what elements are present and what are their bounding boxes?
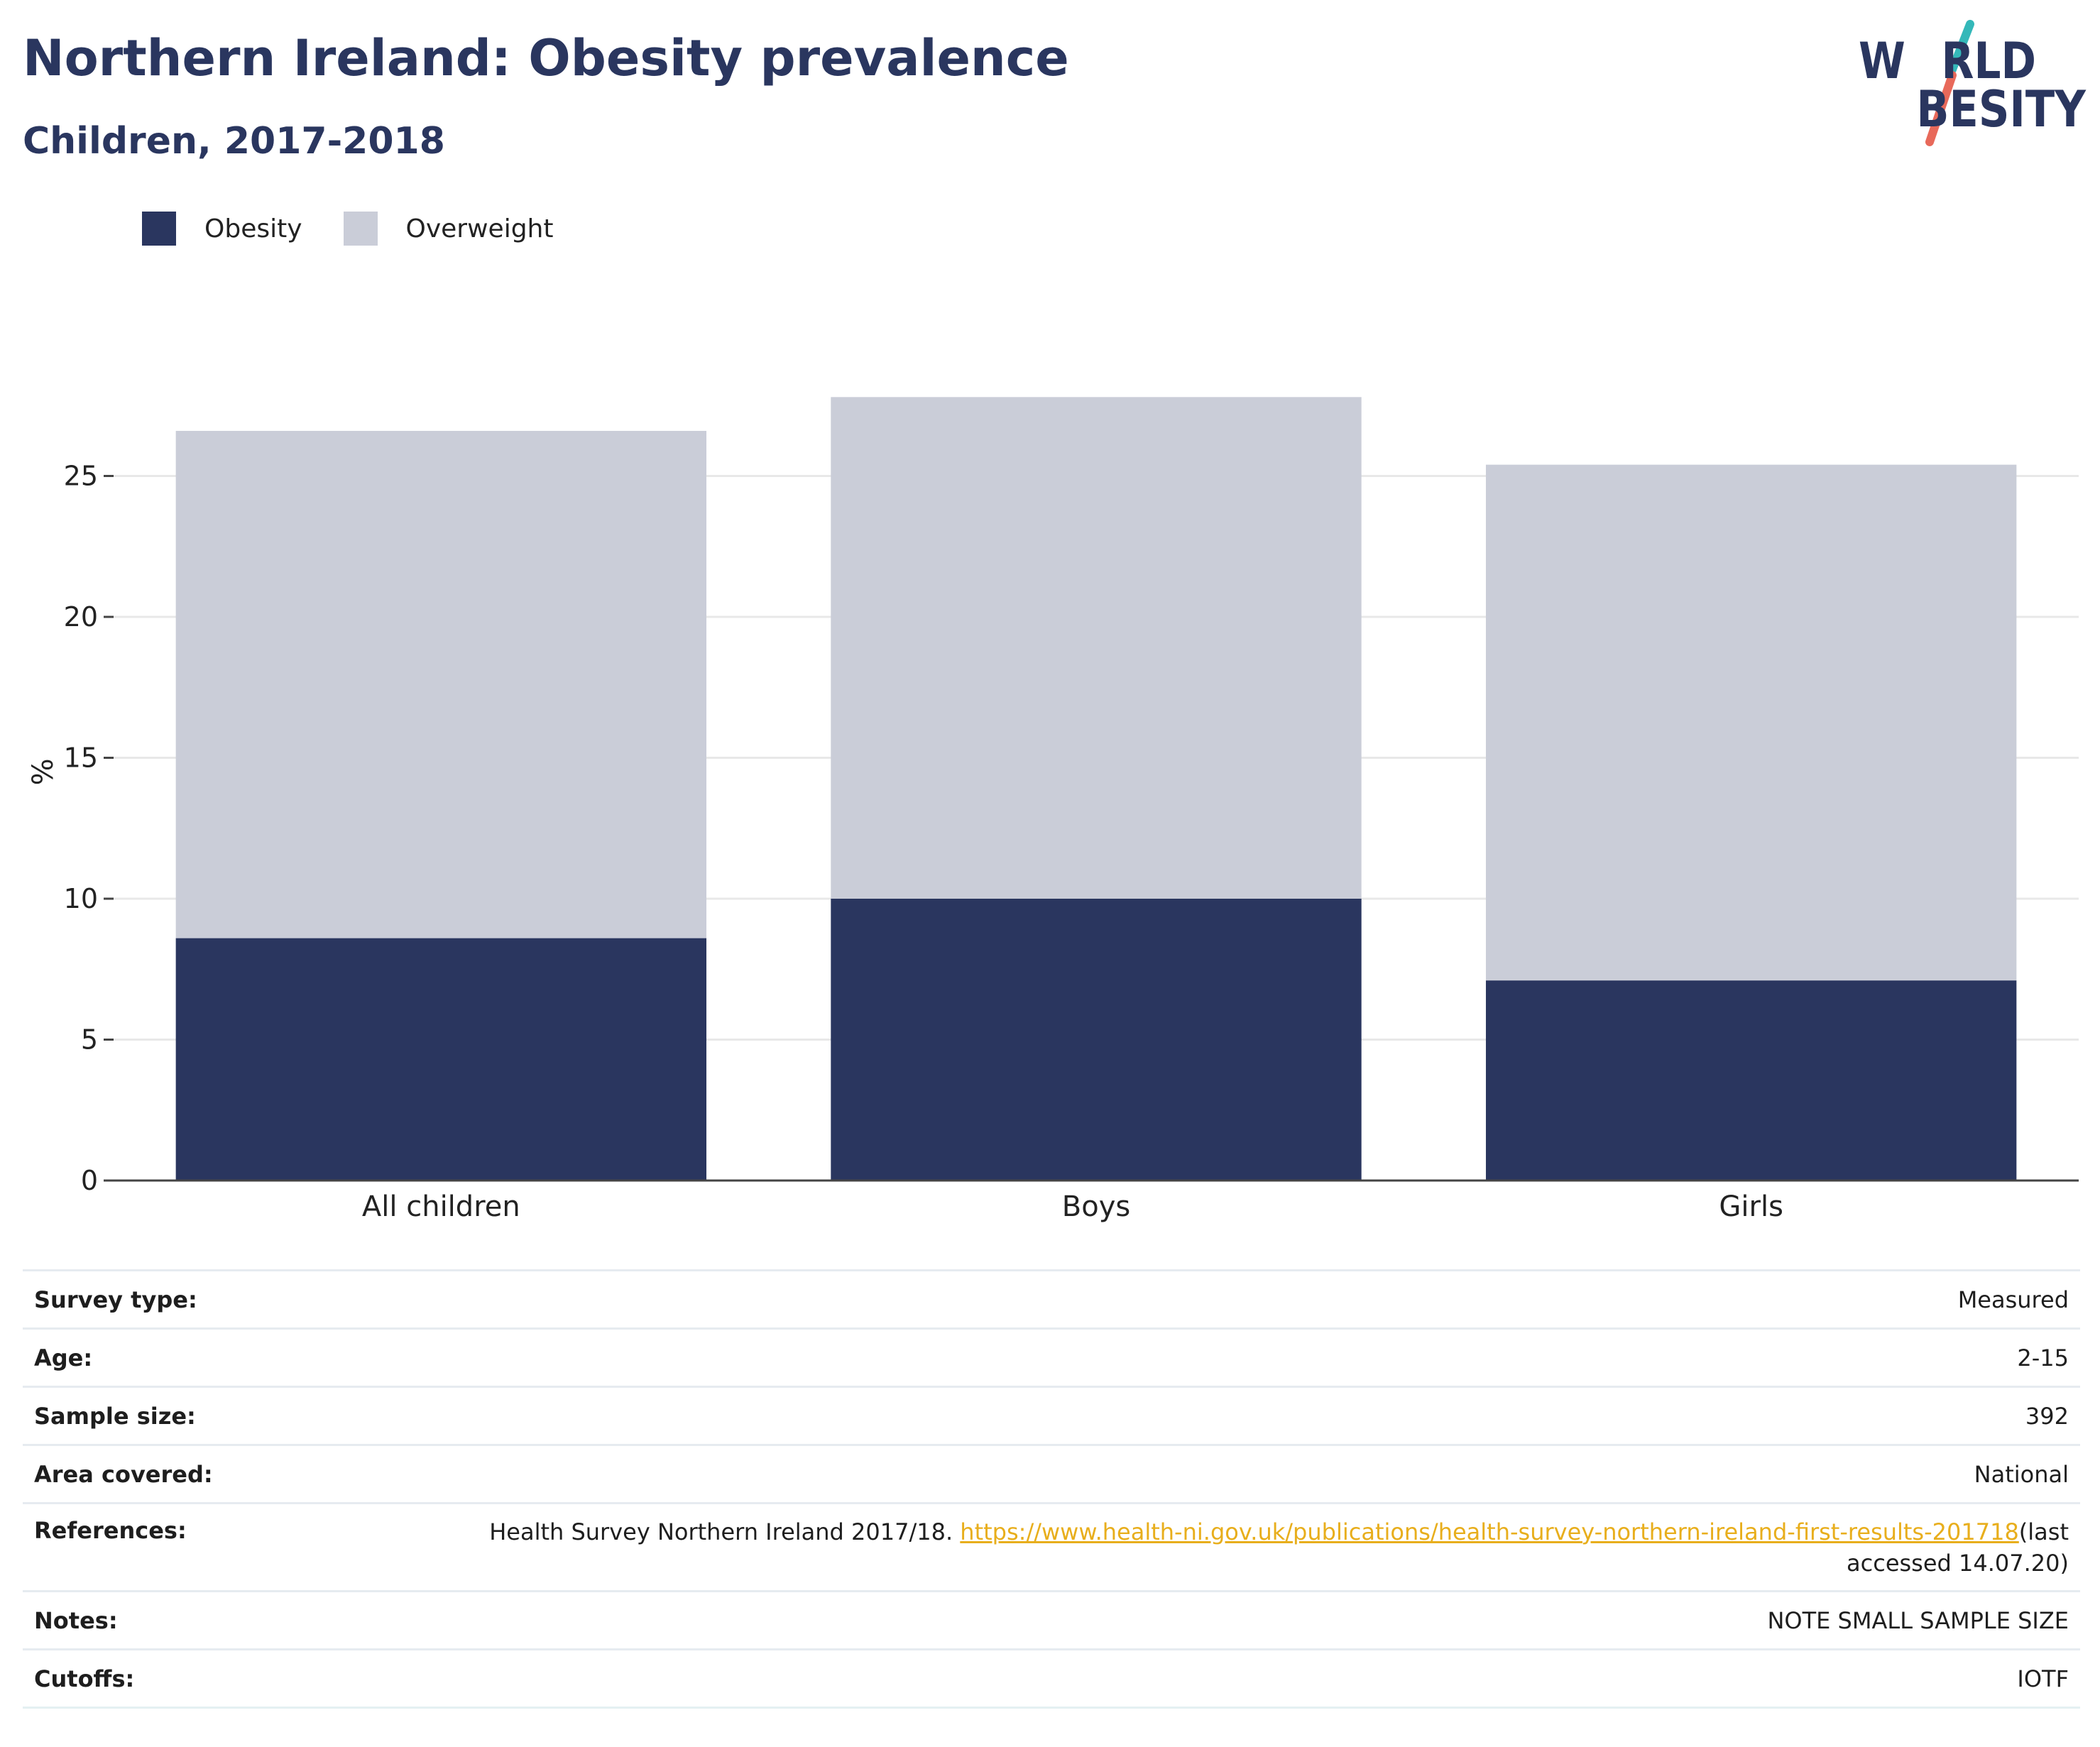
detail-value-references: Health Survey Northern Ireland 2017/18. … [415,1502,2080,1592]
detail-value: NOTE SMALL SAMPLE SIZE [415,1590,2080,1650]
survey-details-table: Survey type: Measured Age: 2-15 Sample s… [23,1269,2080,1709]
legend-swatch-obesity [142,212,176,246]
legend-swatch-overweight [343,212,378,246]
x-tick-label: Girls [1719,1190,1783,1223]
x-tick-label: Boys [1062,1190,1130,1223]
detail-row-references: References: Health Survey Northern Irela… [23,1502,2080,1592]
logo-text-world: WORLD [1859,32,2036,90]
reference-link[interactable]: https://www.health-ni.gov.uk/publication… [960,1518,2019,1545]
detail-label: Notes: [23,1590,415,1650]
logo-coral-stroke [1925,71,1957,146]
detail-label: Sample size: [23,1386,415,1445]
detail-row-cutoffs: Cutoffs: IOTF [23,1648,2080,1709]
detail-row-notes: Notes: NOTE SMALL SAMPLE SIZE [23,1590,2080,1650]
bar-overweight-girls [1485,464,2017,981]
detail-label: Area covered: [23,1444,415,1504]
detail-value: IOTF [415,1648,2080,1709]
detail-value: Measured [415,1269,2080,1329]
detail-row-area-covered: Area covered: National [23,1444,2080,1504]
detail-value: National [415,1444,2080,1504]
y-tick-label: 0 [81,1165,98,1196]
legend-item-obesity[interactable]: Obesity [142,212,302,246]
x-tick-label: All children [362,1190,520,1223]
logo-teal-stroke [1948,20,1974,74]
legend-item-overweight[interactable]: Overweight [343,212,554,246]
bar-overweight-boys [831,397,1362,899]
world-obesity-logo: WORLD OBESITY [1859,20,2087,146]
y-tick-label: 15 [64,743,98,774]
y-tick-label: 25 [64,461,98,492]
bar-overweight-all-children [175,430,707,938]
detail-row-sample-size: Sample size: 392 [23,1386,2080,1445]
detail-row-survey-type: Survey type: Measured [23,1269,2080,1329]
detail-label: Age: [23,1327,415,1387]
y-tick-label: 5 [81,1024,98,1056]
y-axis-label: % [27,758,60,785]
detail-label: References: [23,1502,415,1592]
detail-value: 2-15 [415,1327,2080,1387]
bar-obesity-all-children [175,938,707,1181]
detail-label: Survey type: [23,1269,415,1329]
logo-text-obesity: OBESITY [1880,80,2087,138]
y-tick-label: 20 [64,601,98,632]
bar-obesity-boys [831,899,1362,1181]
detail-row-age: Age: 2-15 [23,1327,2080,1387]
detail-value: 392 [415,1386,2080,1445]
legend-label-obesity: Obesity [204,214,302,243]
reference-accessed-note: (last accessed 14.07.20) [1847,1518,2069,1577]
chart-legend: Obesity Overweight [142,210,594,247]
page-subtitle: Children, 2017-2018 [23,120,445,163]
reference-text: Health Survey Northern Ireland 2017/18. [489,1518,961,1545]
detail-label: Cutoffs: [23,1648,415,1709]
page-title: Northern Ireland: Obesity prevalence [23,29,1069,87]
y-tick-label: 10 [64,883,98,914]
legend-label-overweight: Overweight [405,214,554,243]
stacked-bar-chart: 0 5 10 15 20 25% All children Boys Girls [27,397,2079,1223]
bar-obesity-girls [1485,980,2017,1181]
